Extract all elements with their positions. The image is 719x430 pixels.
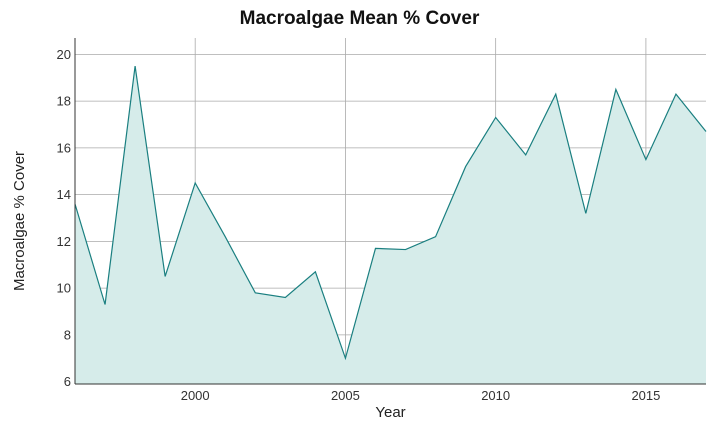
y-tick-labels: 6 8 10 12 14 16 18 20 [57, 47, 71, 389]
y-tick-label: 14 [57, 187, 71, 202]
y-tick-label: 6 [64, 374, 71, 389]
x-tick-label: 2005 [331, 388, 360, 403]
x-tick-label: 2000 [181, 388, 210, 403]
x-tick-labels: 2000 2005 2010 2015 [181, 388, 661, 403]
y-axis-label: Macroalgae % Cover [11, 151, 28, 291]
x-tick-label: 2015 [631, 388, 660, 403]
chart-title: Macroalgae Mean % Cover [239, 8, 480, 29]
y-tick-label: 8 [64, 327, 71, 342]
y-tick-label: 12 [57, 234, 71, 249]
y-tick-label: 20 [57, 47, 71, 62]
x-tick-label: 2010 [481, 388, 510, 403]
series-line [74, 65, 707, 361]
y-tick-label: 10 [57, 281, 71, 296]
axes [74, 38, 706, 385]
y-tick-label: 18 [57, 94, 71, 109]
area-fill [75, 66, 706, 385]
x-axis-label: Year [375, 404, 405, 421]
y-tick-label: 16 [57, 140, 71, 155]
